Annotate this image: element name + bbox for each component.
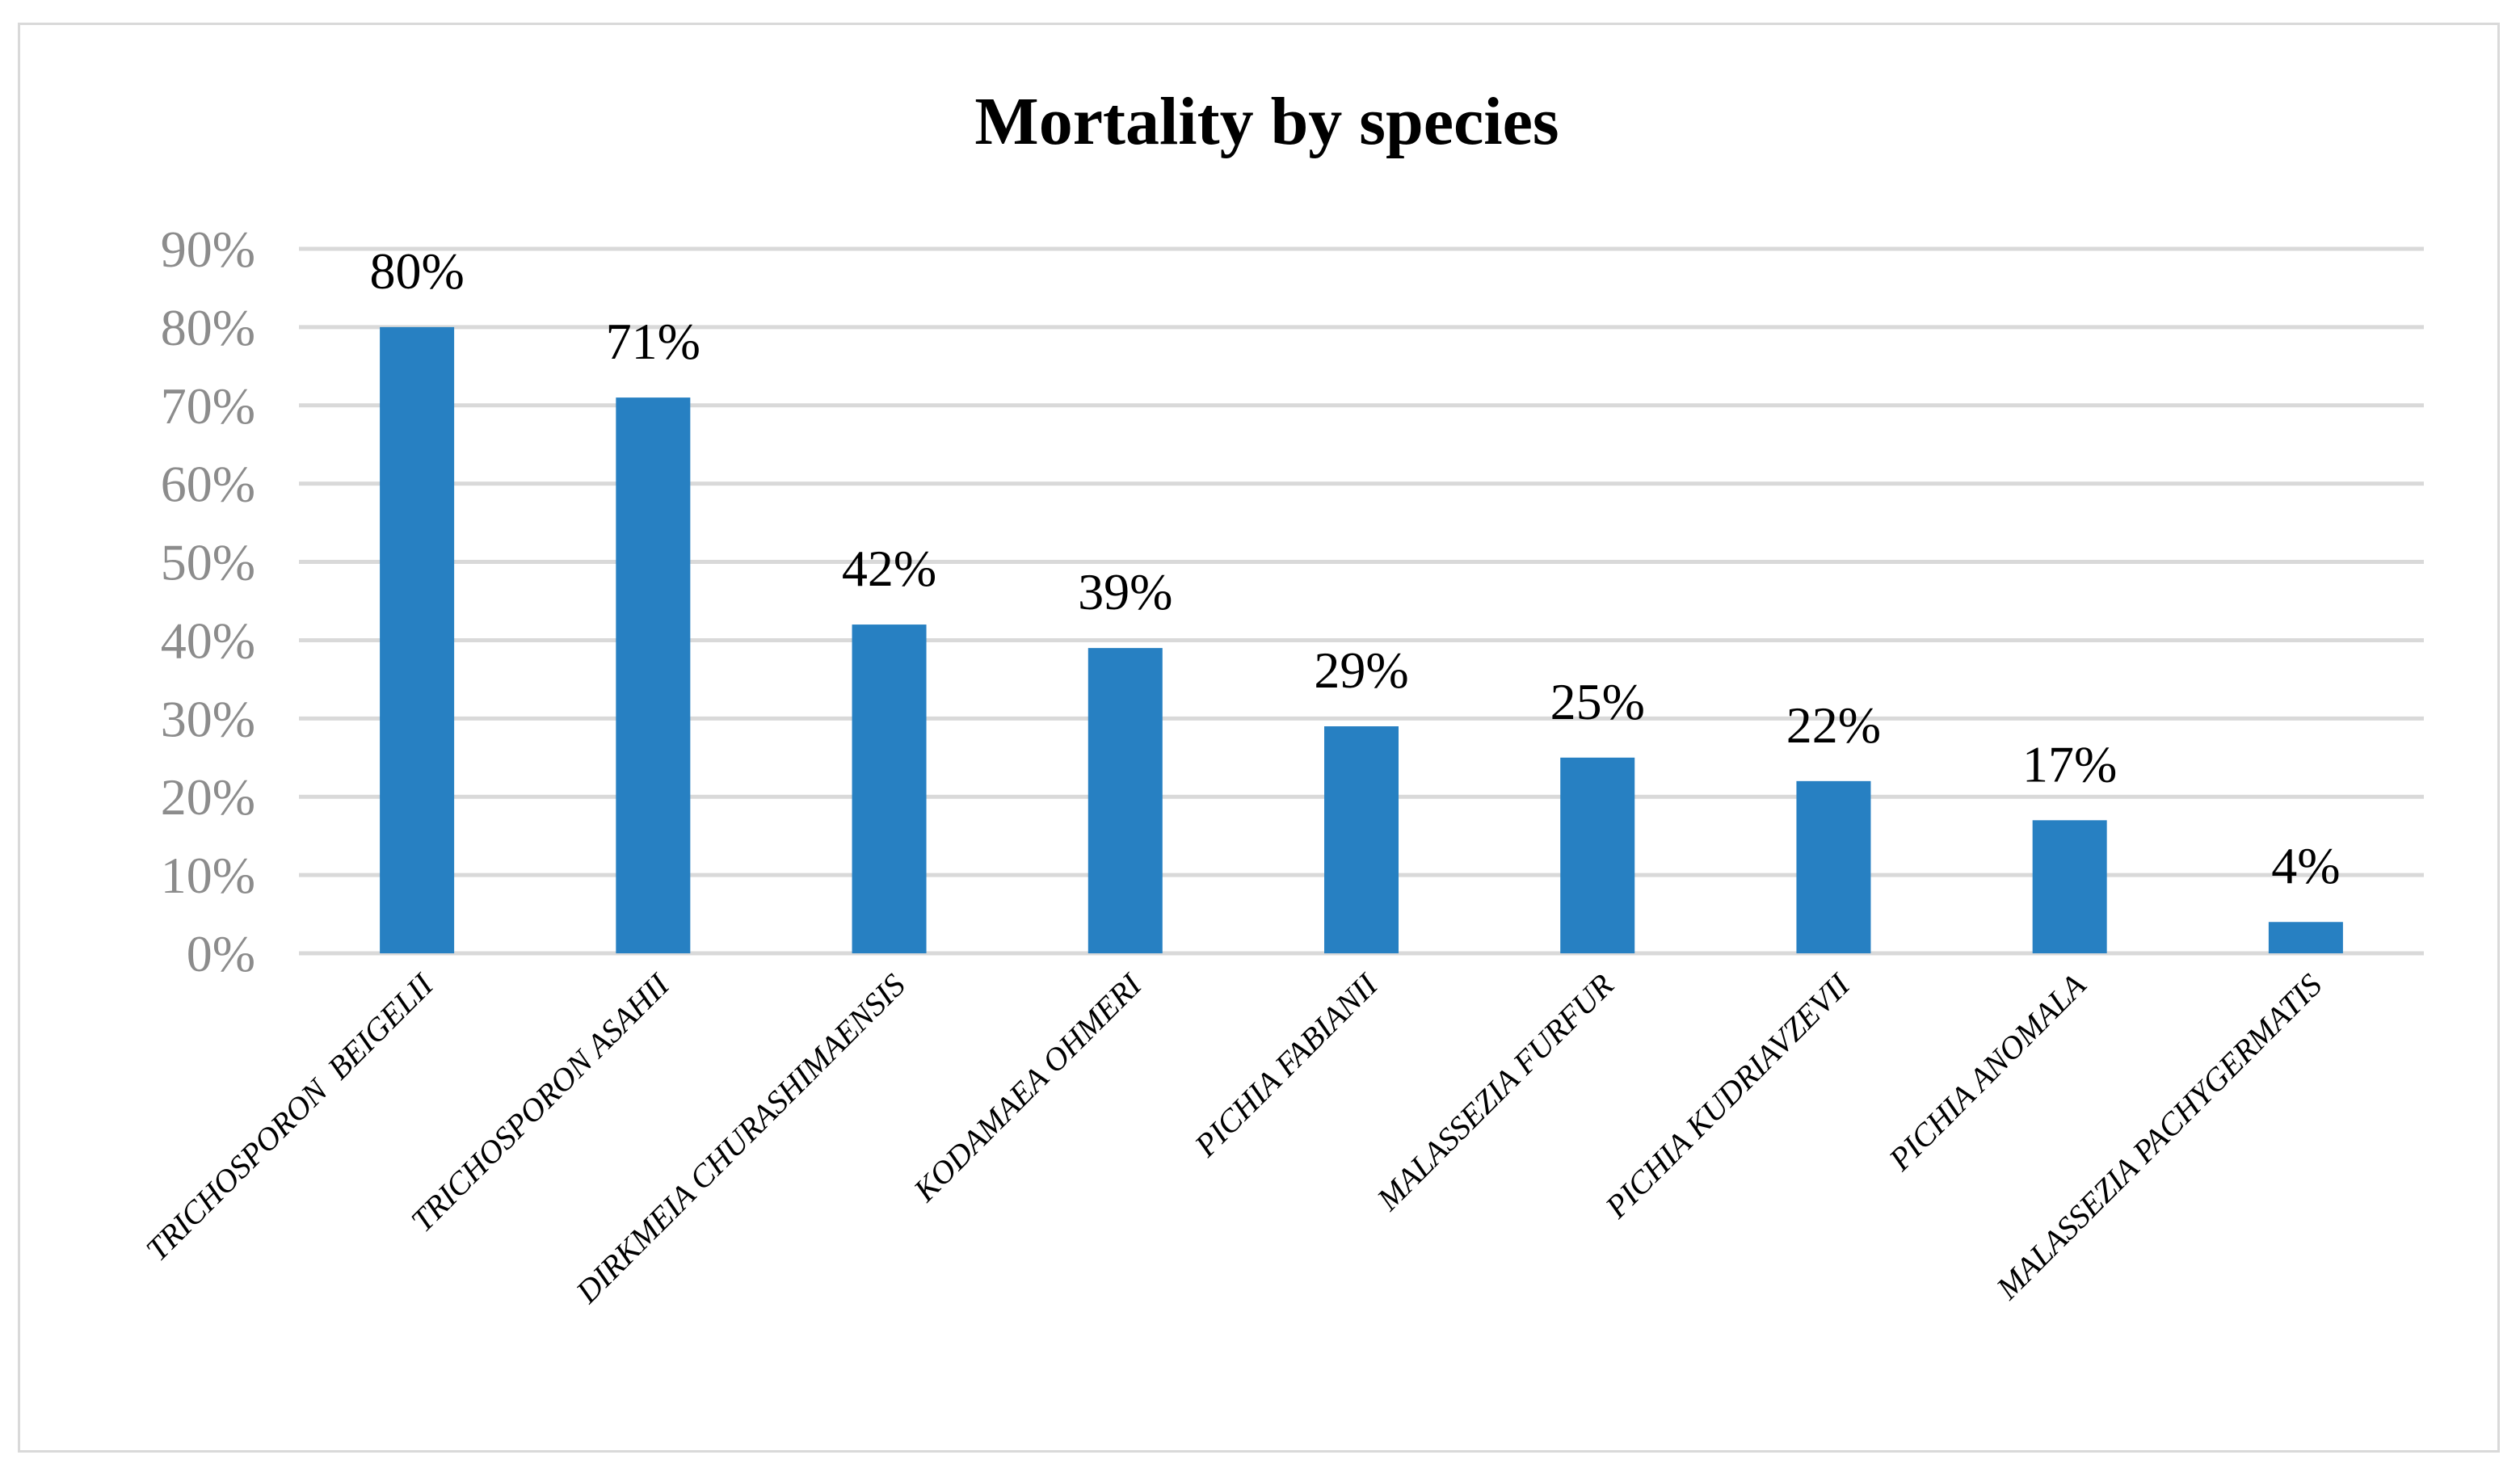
y-tick-label: 70% [161,377,255,435]
y-tick-label: 10% [161,847,255,904]
chart-title: Mortality by species [974,84,1559,159]
y-tick-label: 80% [161,299,255,356]
x-tick-label: TRICHOSPORON BEIGELII [139,965,441,1268]
bars [380,326,2343,954]
data-label: 39% [1078,563,1172,620]
data-labels: 80% 71% 42% 39% 29% 25% 22% 17% 4% [369,242,2340,894]
bar [1560,757,1635,953]
bar [380,326,455,953]
y-axis-tick-labels: 0% 10% 20% 30% 40% 50% 60% 70% 80% 90% [161,221,255,982]
x-tick-label: PICHIA FABIANII [1187,965,1386,1164]
y-tick-label: 20% [161,768,255,826]
bar [1796,780,1871,953]
data-label: 71% [606,313,700,370]
bar [852,624,927,953]
y-tick-label: 90% [161,221,255,278]
bar [616,397,691,954]
data-label: 4% [2271,837,2340,894]
data-label: 22% [1786,696,1881,754]
y-tick-label: 50% [161,534,255,591]
bar [1324,726,1399,953]
x-tick-label: PICHIA KUDRIAVZEVII [1597,965,1857,1226]
bar [1088,648,1163,953]
data-label: 25% [1550,673,1645,730]
x-tick-label: PICHIA ANOMALA [1881,966,2093,1178]
data-label: 80% [369,242,464,300]
data-label: 42% [842,540,936,597]
y-tick-label: 30% [161,690,255,747]
x-tick-label: MALASSEZIA FURFUR [1369,967,1621,1218]
data-label: 17% [2022,735,2117,793]
bar [2268,922,2343,953]
y-tick-label: 0% [187,925,255,982]
y-tick-label: 40% [161,612,255,669]
x-tick-label: TRICHOSPORON ASAHII [404,965,677,1238]
y-tick-label: 60% [161,456,255,513]
x-tick-label: KODAMAEA OHMERI [906,965,1149,1209]
bar [2032,820,2107,953]
data-label: 29% [1314,641,1408,699]
